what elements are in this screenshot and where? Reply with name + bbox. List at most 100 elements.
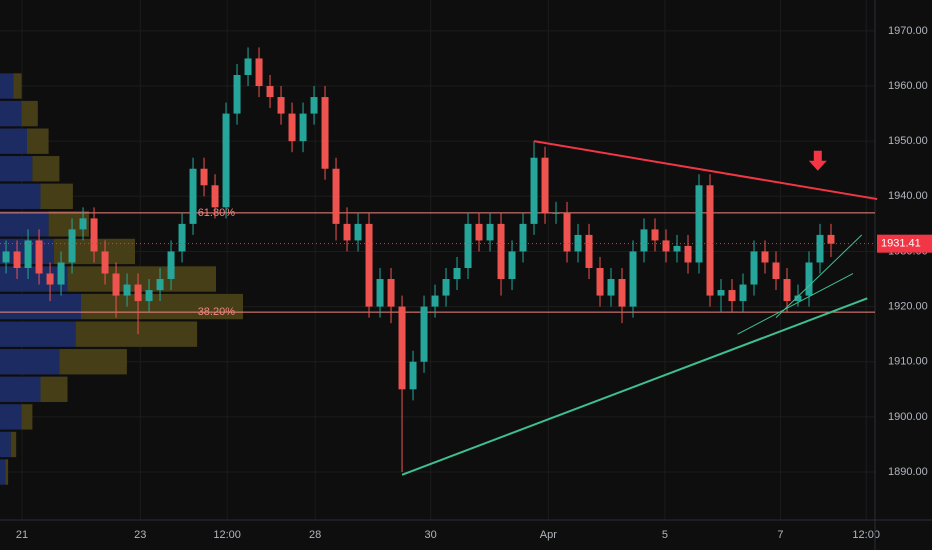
fib-label: 61.80%	[198, 207, 236, 219]
candle-body	[398, 306, 406, 390]
candle-body	[189, 168, 197, 224]
candle-body	[145, 290, 153, 302]
trend-line	[775, 234, 863, 318]
candle-body	[123, 284, 131, 296]
candle-body	[739, 284, 747, 302]
candle-body	[794, 295, 802, 302]
candle-body	[651, 229, 659, 241]
candle-body	[387, 279, 395, 307]
profile-buy	[0, 211, 49, 237]
candle-body	[530, 157, 538, 224]
candle-body	[299, 113, 307, 142]
candle-body	[662, 240, 670, 252]
y-tick-label: 1920.00	[888, 301, 928, 313]
candle-body	[420, 306, 428, 362]
y-tick-label: 1960.00	[888, 80, 928, 92]
candle-body	[728, 290, 736, 302]
candle-body	[277, 97, 285, 114]
candle-body	[552, 212, 560, 214]
profile-sell	[27, 128, 49, 154]
last-price-label: 1931.41	[881, 238, 921, 250]
candle-body	[750, 251, 758, 285]
y-tick-label: 1900.00	[888, 411, 928, 423]
profile-buy	[0, 73, 14, 99]
profile-buy	[0, 156, 33, 182]
candle-body	[13, 251, 21, 268]
profile-sell	[81, 293, 243, 320]
profile-buy	[0, 321, 76, 347]
candle-body	[772, 262, 780, 280]
candle-body	[112, 273, 120, 296]
candle-body	[607, 279, 615, 296]
candle-body	[79, 218, 87, 230]
x-tick-label: 5	[662, 529, 668, 541]
candle-body	[816, 234, 824, 263]
candle-body	[508, 251, 516, 280]
candle-body	[24, 240, 32, 268]
x-tick-label: 12:00	[852, 529, 880, 541]
profile-sell	[32, 156, 60, 182]
candle-body	[343, 223, 351, 241]
candle-body	[596, 267, 604, 296]
candle-body	[519, 223, 527, 252]
candle-body	[585, 234, 593, 268]
trend-line	[401, 297, 868, 476]
profile-sell	[67, 266, 216, 292]
candle-body	[618, 279, 626, 307]
candle-body	[695, 185, 703, 263]
candle-body	[453, 267, 461, 280]
candle-body	[464, 223, 472, 268]
candle-body	[827, 234, 835, 244]
candle-body	[200, 168, 208, 186]
profile-buy	[0, 404, 22, 430]
y-tick-label: 1890.00	[888, 466, 928, 478]
candle-body	[354, 223, 362, 241]
candle-body	[310, 97, 318, 114]
candle-body	[673, 245, 681, 252]
y-tick-label: 1910.00	[888, 356, 928, 368]
candle-body	[167, 251, 175, 280]
candle-body	[574, 234, 582, 252]
candle-body	[288, 113, 296, 142]
candle-body	[684, 245, 692, 263]
candle-body	[563, 212, 571, 252]
profile-buy	[0, 376, 41, 402]
candle-body	[211, 185, 219, 208]
candle-body	[431, 295, 439, 307]
arrow	[808, 150, 827, 171]
candle-body	[2, 251, 10, 263]
candle-body	[442, 279, 450, 296]
candle-body	[717, 290, 725, 296]
candle-body	[761, 251, 769, 263]
candle-body	[475, 223, 483, 241]
x-tick-label: 30	[425, 529, 437, 541]
candle-body	[57, 262, 65, 285]
candle-body	[640, 229, 648, 252]
profile-sell	[40, 183, 73, 209]
candle-body	[222, 113, 230, 208]
profile-sell	[13, 73, 22, 99]
candle-body	[365, 223, 373, 307]
candle-body	[321, 97, 329, 169]
candle-body	[101, 251, 109, 274]
candle-body	[266, 86, 274, 98]
profile-sell	[21, 404, 33, 430]
candle-body	[805, 262, 813, 296]
fib-label: 38.20%	[198, 306, 236, 318]
candle-body	[497, 223, 505, 280]
candle-body	[233, 74, 241, 114]
candle-body	[35, 240, 43, 274]
x-tick-label: 28	[309, 529, 321, 541]
profile-sell	[10, 431, 17, 458]
last-price-box	[877, 234, 932, 253]
candle-body	[541, 157, 549, 213]
candle-body	[376, 279, 384, 307]
candle-body	[486, 223, 494, 241]
profile-sell	[75, 321, 198, 347]
candle-body	[244, 58, 252, 75]
profile-buy	[0, 459, 6, 485]
profile-sell	[59, 349, 127, 375]
profile-buy	[0, 100, 22, 127]
